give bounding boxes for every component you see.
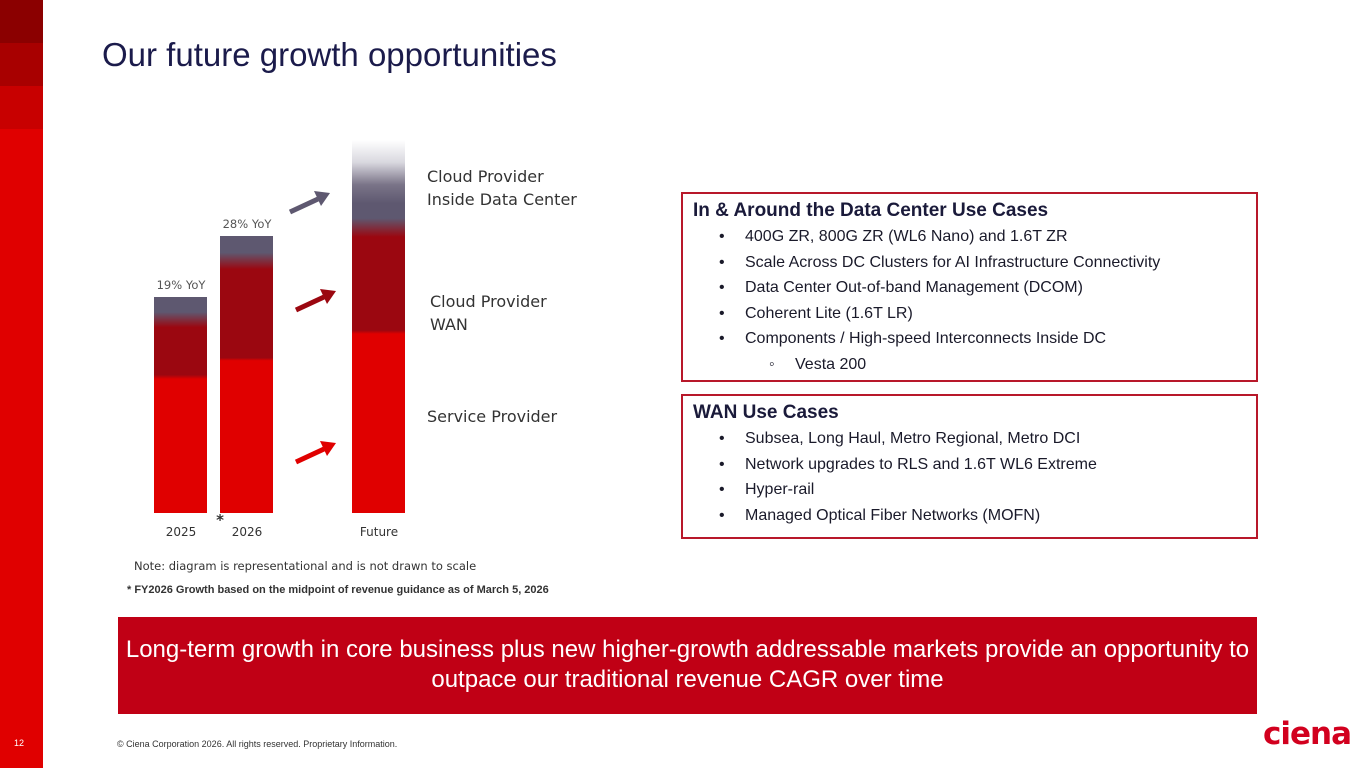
page-number: 12 — [14, 738, 25, 748]
list-item: Network upgrades to RLS and 1.6T WL6 Ext… — [693, 452, 1246, 478]
footnote: * FY2026 Growth based on the midpoint of… — [127, 584, 549, 596]
bar-label-2026: 28% YoY — [223, 217, 273, 231]
arrow-cloud-dc — [288, 191, 330, 215]
x-tick-marker: * — [216, 511, 224, 529]
dc-use-case-list: 400G ZR, 800G ZR (WL6 Nano) and 1.6T ZR … — [693, 224, 1246, 377]
bar-label-2025: 19% YoY — [157, 278, 207, 292]
bar-future — [352, 140, 405, 513]
x-tick-2026: 2026 — [232, 525, 263, 539]
arrow-cloud-wan — [294, 289, 336, 313]
copyright-notice: © Ciena Corporation 2026. All rights res… — [117, 739, 398, 749]
legend-cloud-dc: Cloud Provider Inside Data Center — [427, 165, 577, 211]
list-item: Data Center Out-of-band Management (DCOM… — [693, 275, 1246, 301]
list-item: Components / High-speed Interconnects In… — [693, 326, 1246, 352]
x-tick-2025: 2025 — [166, 525, 197, 539]
arrow-service-provider — [294, 441, 336, 465]
growth-chart-svg: 19% YoY 28% YoY 2025 * 2026 Future — [154, 140, 405, 539]
legend-cloud-wan-line1: Cloud Provider — [430, 292, 547, 311]
accent-block — [0, 43, 43, 86]
list-item: Coherent Lite (1.6T LR) — [693, 301, 1246, 327]
x-tick-future: Future — [360, 525, 398, 539]
legend-cloud-dc-line1: Cloud Provider — [427, 167, 544, 186]
legend-cloud-wan: Cloud Provider WAN — [430, 290, 547, 336]
side-accent-strip — [0, 0, 43, 768]
dc-use-cases-box: In & Around the Data Center Use Cases 40… — [681, 192, 1258, 382]
list-item: Scale Across DC Clusters for AI Infrastr… — [693, 250, 1246, 276]
list-item: Managed Optical Fiber Networks (MOFN) — [693, 503, 1246, 529]
page-title: Our future growth opportunities — [102, 36, 557, 73]
accent-block — [0, 86, 43, 129]
accent-block — [0, 0, 43, 43]
legend-cloud-wan-line2: WAN — [430, 315, 468, 334]
bar-2025 — [154, 297, 207, 513]
legend-cloud-dc-line2: Inside Data Center — [427, 190, 577, 209]
list-item: 400G ZR, 800G ZR (WL6 Nano) and 1.6T ZR — [693, 224, 1246, 250]
growth-chart: 19% YoY 28% YoY 2025 * 2026 Future — [100, 130, 670, 550]
list-item: Hyper-rail — [693, 477, 1246, 503]
chart-note: Note: diagram is representational and is… — [134, 559, 477, 573]
dc-box-title: In & Around the Data Center Use Cases — [693, 200, 1049, 221]
wan-use-case-list: Subsea, Long Haul, Metro Regional, Metro… — [693, 426, 1246, 528]
wan-use-cases-box: WAN Use Cases Subsea, Long Haul, Metro R… — [681, 394, 1258, 539]
ciena-logo: ciena — [1263, 716, 1352, 752]
sub-list-item: Vesta 200 — [693, 352, 1246, 378]
legend-service-provider: Service Provider — [427, 407, 558, 426]
wan-box-title: WAN Use Cases — [693, 402, 839, 423]
bar-2026 — [220, 236, 273, 513]
list-item: Subsea, Long Haul, Metro Regional, Metro… — [693, 426, 1246, 452]
summary-banner: Long-term growth in core business plus n… — [118, 617, 1257, 714]
